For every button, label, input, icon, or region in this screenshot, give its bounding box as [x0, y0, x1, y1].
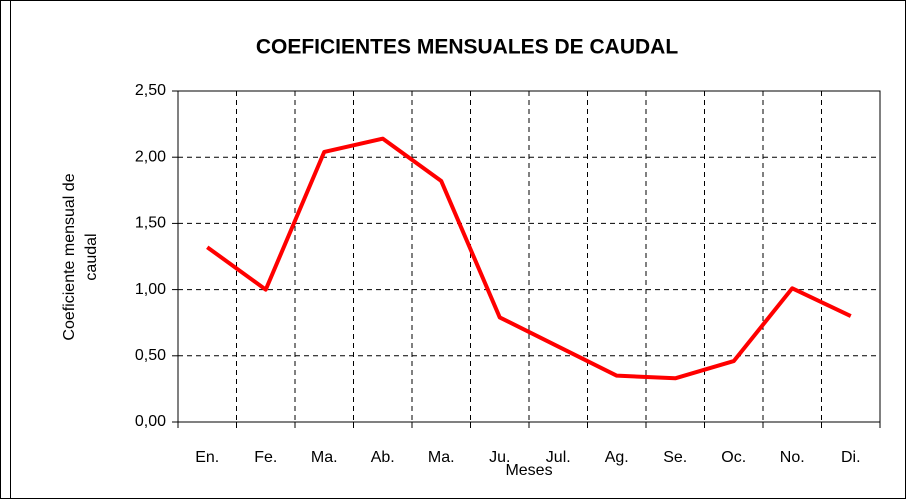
plot-border: [177, 90, 881, 423]
chart-title: COEFICIENTES MENSUALES DE CAUDAL: [256, 36, 679, 59]
line-series: [206, 136, 852, 381]
x-axis-label: Meses: [505, 462, 552, 479]
x-tick-label: Fe.: [254, 449, 277, 466]
y-tick-label: 1,50: [135, 215, 166, 232]
y-axis-label: caudal: [83, 233, 100, 280]
x-tick-label: Ma.: [428, 449, 455, 466]
y-axis-label: Coeficiente mensual de: [61, 173, 78, 340]
x-tick-label: Ab.: [371, 449, 395, 466]
x-tick-label: Se.: [663, 449, 687, 466]
x-tick-label: En.: [195, 449, 219, 466]
x-tick-label: Ag.: [605, 449, 629, 466]
x-tick-label: Ju.: [489, 449, 510, 466]
y-tick-label: 1,00: [135, 281, 166, 298]
x-tick-label: Ma.: [311, 449, 338, 466]
y-tick-label: 0,00: [135, 413, 166, 430]
x-tick-label: Oc.: [721, 449, 746, 466]
y-tick-label: 2,00: [135, 148, 166, 165]
x-tick-label: Di.: [841, 449, 861, 466]
x-tick-label: No.: [780, 449, 805, 466]
x-tick-label: Jul.: [546, 449, 571, 466]
y-tick-label: 0,50: [135, 347, 166, 364]
y-tick-label: 2,50: [135, 82, 166, 99]
